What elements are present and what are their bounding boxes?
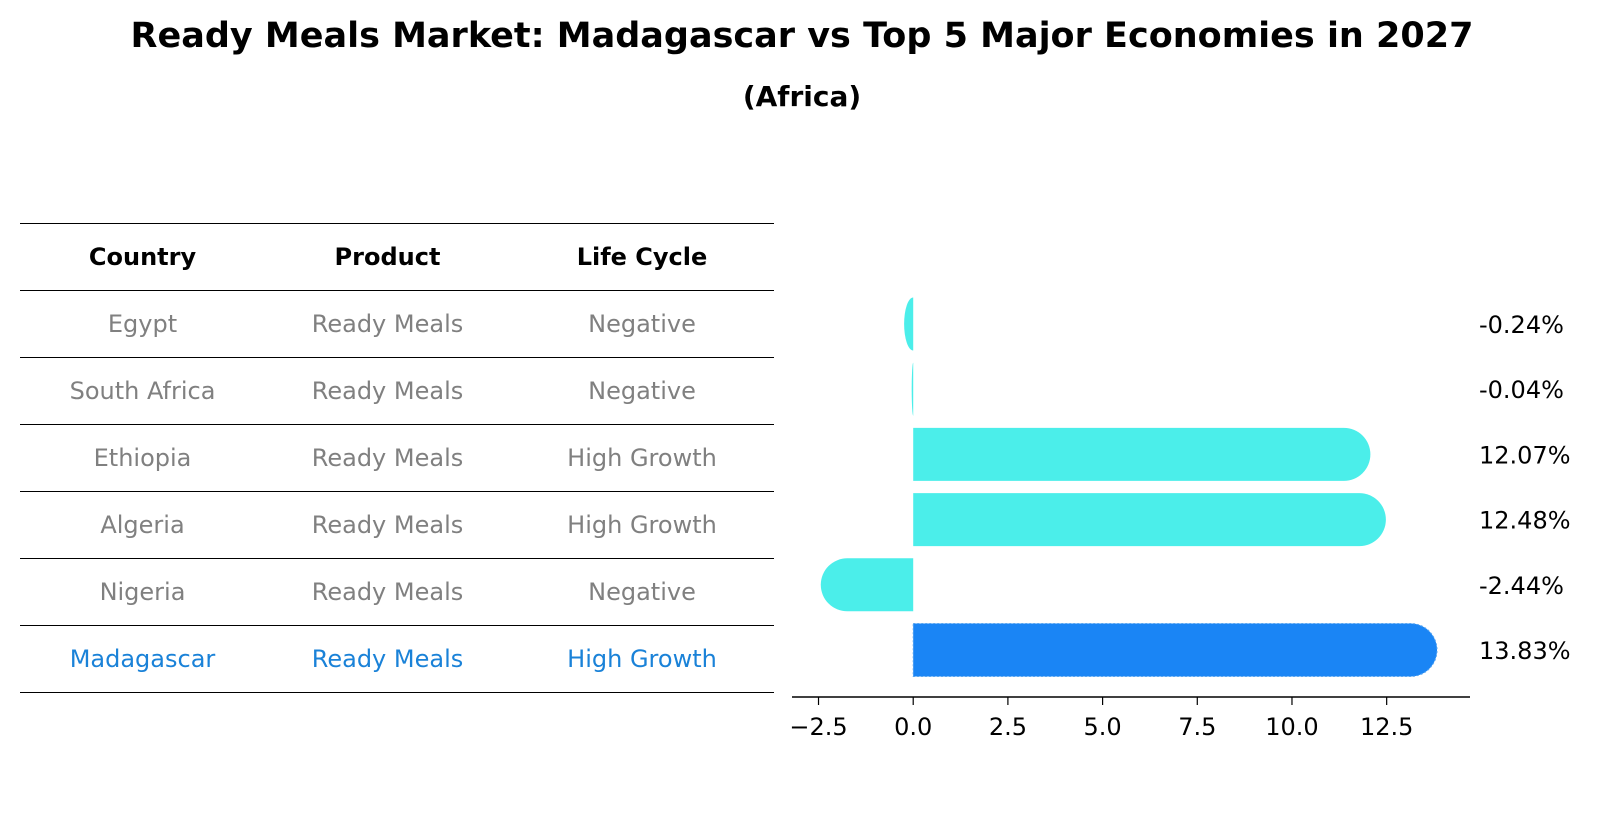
cell-country: Madagascar xyxy=(20,625,265,693)
cell-life-cycle: High Growth xyxy=(510,491,774,559)
cell-country: Nigeria xyxy=(20,558,265,626)
cell-life-cycle: High Growth xyxy=(510,424,774,492)
bar-nigeria xyxy=(820,558,914,612)
cell-country: South Africa xyxy=(20,357,265,425)
bar-ethiopia xyxy=(913,427,1371,481)
bar-value-label: -0.24% xyxy=(1479,311,1564,339)
x-tick-label: −2.5 xyxy=(789,713,847,741)
table-row-highlight: Madagascar Ready Meals High Growth xyxy=(20,625,774,693)
x-tick-label: 12.5 xyxy=(1360,713,1413,741)
table-row: Algeria Ready Meals High Growth xyxy=(20,491,774,559)
table-row: Egypt Ready Meals Negative xyxy=(20,290,774,358)
table-row: Nigeria Ready Meals Negative xyxy=(20,558,774,626)
bar-algeria xyxy=(913,493,1386,547)
cell-country: Egypt xyxy=(20,290,265,358)
cell-country: Ethiopia xyxy=(20,424,265,492)
x-tick-label: 5.0 xyxy=(1084,713,1122,741)
header-product: Product xyxy=(265,223,510,291)
table-header-row: Country Product Life Cycle xyxy=(20,223,774,291)
cell-product: Ready Meals xyxy=(265,491,510,559)
bar-value-label: -2.44% xyxy=(1479,572,1564,600)
bar-south-africa xyxy=(911,362,914,416)
bar-value-label: -0.04% xyxy=(1479,376,1564,404)
cell-life-cycle: High Growth xyxy=(510,625,774,693)
cell-life-cycle: Negative xyxy=(510,558,774,626)
chart-subtitle: (Africa) xyxy=(742,80,862,113)
bar-egypt xyxy=(904,297,914,351)
table-row: Ethiopia Ready Meals High Growth xyxy=(20,424,774,492)
bar-value-label: 12.48% xyxy=(1479,507,1571,535)
market-table: Country Product Life Cycle Egypt Ready M… xyxy=(20,223,774,693)
header-country: Country xyxy=(20,223,265,291)
cell-product: Ready Meals xyxy=(265,625,510,693)
x-tick-label: 0.0 xyxy=(894,713,932,741)
x-tick-label: 7.5 xyxy=(1178,713,1216,741)
x-tick-label: 10.0 xyxy=(1265,713,1318,741)
x-tick-label: 2.5 xyxy=(989,713,1027,741)
cell-product: Ready Meals xyxy=(265,290,510,358)
header-life-cycle: Life Cycle xyxy=(510,223,774,291)
cell-life-cycle: Negative xyxy=(510,290,774,358)
bar-value-label: 13.83% xyxy=(1479,637,1571,665)
cell-product: Ready Meals xyxy=(265,558,510,626)
chart-title: Ready Meals Market: Madagascar vs Top 5 … xyxy=(130,16,1474,56)
bar-madagascar xyxy=(912,623,1438,677)
cell-product: Ready Meals xyxy=(265,357,510,425)
cell-country: Algeria xyxy=(20,491,265,559)
table-row: South Africa Ready Meals Negative xyxy=(20,357,774,425)
bar-value-label: 12.07% xyxy=(1479,441,1571,469)
cell-life-cycle: Negative xyxy=(510,357,774,425)
cell-product: Ready Meals xyxy=(265,424,510,492)
